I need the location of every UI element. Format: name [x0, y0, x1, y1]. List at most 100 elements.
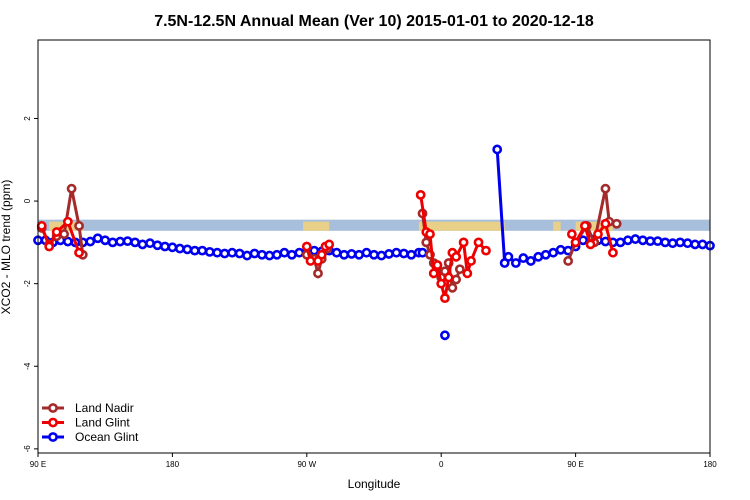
x-tick-label: 180 — [166, 460, 180, 469]
data-point — [391, 247, 402, 258]
data-point — [107, 237, 118, 248]
data-point — [462, 268, 473, 279]
data-point — [167, 242, 178, 253]
data-point — [578, 235, 588, 246]
chart-title: 7.5N-12.5N Annual Mean (Ver 10) 2015-01-… — [154, 13, 594, 30]
data-point — [417, 247, 428, 258]
plot-frame — [37, 39, 711, 454]
series-land-glint — [36, 189, 618, 304]
data-point — [182, 244, 193, 255]
data-point — [415, 189, 426, 200]
x-tick-label: 90 E — [30, 460, 46, 469]
legend-item: Ocean Glint — [42, 430, 139, 444]
data-point — [309, 245, 320, 256]
data-point — [51, 227, 62, 237]
data-point — [675, 237, 686, 248]
legend-label: Ocean Glint — [75, 430, 139, 444]
data-point — [436, 278, 447, 289]
data-point — [697, 239, 708, 250]
data-point — [85, 236, 96, 247]
y-tick-label: -4 — [23, 362, 32, 370]
data-point — [525, 256, 536, 266]
data-point — [174, 243, 185, 254]
data-point — [257, 249, 267, 260]
legend-marker — [48, 432, 58, 442]
land-band-1 — [303, 221, 330, 231]
data-point — [458, 237, 469, 248]
data-point — [137, 239, 148, 250]
x-axis-label: Longitude — [348, 477, 401, 491]
data-point — [593, 229, 603, 240]
data-point — [286, 249, 297, 260]
legend-item: Land Nadir — [42, 401, 134, 415]
data-point — [189, 245, 200, 256]
x-tick-label: 90 E — [567, 460, 583, 469]
data-point — [421, 237, 432, 248]
y-tick-label: -6 — [23, 445, 32, 453]
data-point — [316, 249, 327, 260]
data-point — [548, 247, 559, 258]
data-point — [540, 249, 551, 260]
plot-series — [33, 144, 715, 341]
data-point — [611, 218, 622, 229]
y-axis-ticks: -6 -4 -2 0 2 — [23, 116, 38, 453]
legend-marker — [48, 417, 58, 428]
data-point — [580, 220, 590, 231]
data-point — [615, 237, 626, 248]
x-tick-label: 0 — [439, 460, 444, 469]
data-point — [481, 245, 491, 256]
data-point — [44, 241, 55, 252]
data-point — [440, 293, 450, 304]
data-point — [454, 264, 465, 275]
data-point — [62, 216, 73, 227]
data-point — [313, 268, 323, 279]
data-point — [533, 251, 544, 262]
land-band-2 — [418, 221, 505, 231]
data-point — [264, 250, 275, 261]
data-point — [212, 247, 223, 258]
data-point — [115, 236, 126, 247]
x-axis-ticks: 90 E 180 90 W 0 90 E 180 — [30, 453, 717, 469]
data-point — [608, 247, 618, 258]
data-point — [279, 247, 290, 258]
data-point — [234, 248, 245, 259]
data-point — [443, 272, 454, 283]
data-point — [160, 241, 170, 252]
data-point — [242, 250, 252, 261]
data-point — [354, 249, 364, 260]
legend-item: Land Glint — [42, 416, 130, 430]
data-point — [428, 268, 439, 279]
data-point — [690, 239, 700, 250]
data-point — [503, 251, 514, 262]
data-point — [432, 260, 443, 270]
data-point — [272, 249, 282, 260]
data-point — [145, 238, 155, 249]
data-point — [305, 256, 316, 266]
data-point — [197, 245, 208, 256]
data-point — [660, 237, 671, 248]
data-point — [630, 234, 641, 244]
data-point — [152, 240, 163, 251]
data-point — [473, 237, 484, 248]
data-point — [440, 330, 450, 341]
data-point — [447, 282, 458, 293]
data-point — [204, 246, 215, 257]
data-point — [637, 235, 648, 246]
data-point — [492, 144, 503, 155]
data-point — [74, 247, 84, 258]
data-point — [563, 256, 574, 266]
data-point — [294, 247, 305, 258]
data-point — [652, 236, 663, 247]
data-point — [600, 218, 611, 229]
legend-label: Land Nadir — [75, 401, 134, 415]
data-point — [645, 236, 656, 247]
data-point — [376, 250, 387, 261]
data-point — [66, 183, 77, 194]
data-point — [398, 248, 409, 259]
data-point — [570, 237, 581, 248]
data-point — [122, 236, 133, 247]
legend-marker — [48, 403, 58, 413]
y-axis-label: XCO2 - MLO trend (ppm) — [0, 180, 13, 315]
